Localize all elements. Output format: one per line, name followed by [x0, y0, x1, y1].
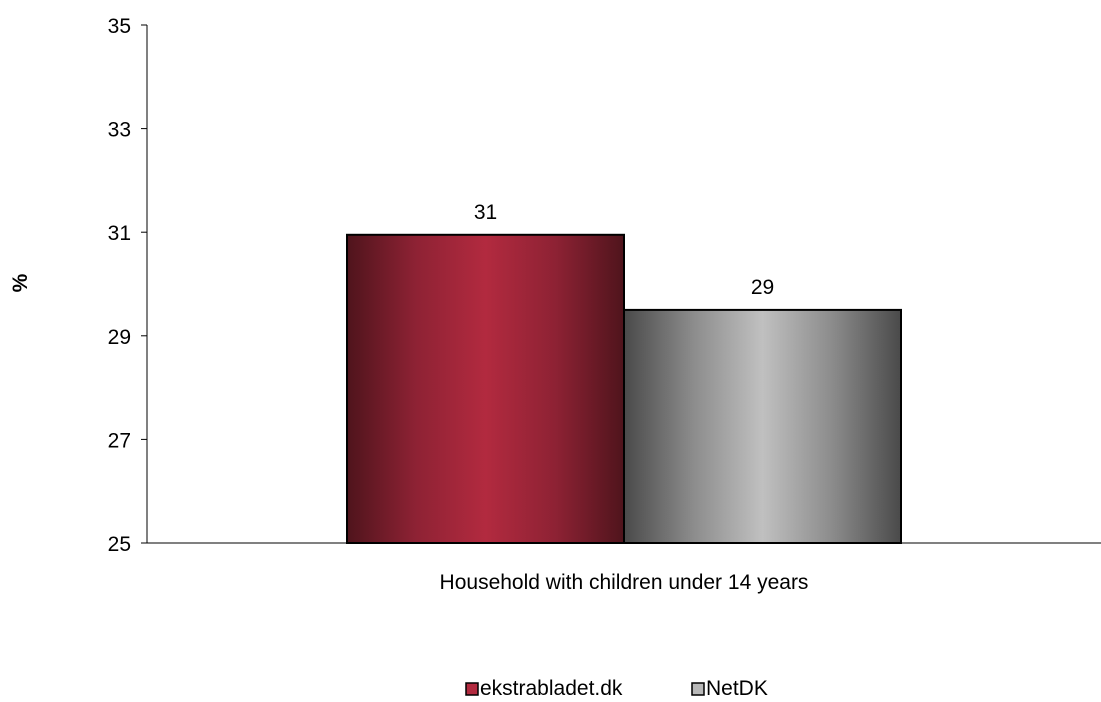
- y-tick-label: 29: [108, 326, 131, 349]
- y-axis-label: %: [9, 273, 32, 292]
- x-tick-label: Household with children under 14 years: [440, 571, 809, 594]
- bars: 31 29: [346, 201, 902, 544]
- bar-ekstrabladet-dk: [346, 233, 625, 544]
- y-tick-label: 25: [108, 533, 131, 556]
- y-axis: 25 27 29 31 33 35: [108, 15, 148, 556]
- y-tick-label: 31: [108, 222, 131, 245]
- x-axis: Household with children under 14 years: [147, 542, 1101, 594]
- data-label: 31: [474, 201, 497, 224]
- legend-swatch: [691, 682, 705, 696]
- y-tick-label: 33: [108, 119, 131, 142]
- legend: ekstrabladet.dk NetDK: [465, 677, 768, 700]
- legend-swatch: [465, 682, 479, 696]
- data-label: 29: [751, 276, 774, 299]
- y-tick-label: 27: [108, 429, 131, 452]
- legend-label: NetDK: [706, 677, 768, 700]
- bar-netdk: [623, 308, 902, 544]
- y-tick-label: 35: [108, 15, 131, 38]
- legend-label: ekstrabladet.dk: [480, 677, 623, 700]
